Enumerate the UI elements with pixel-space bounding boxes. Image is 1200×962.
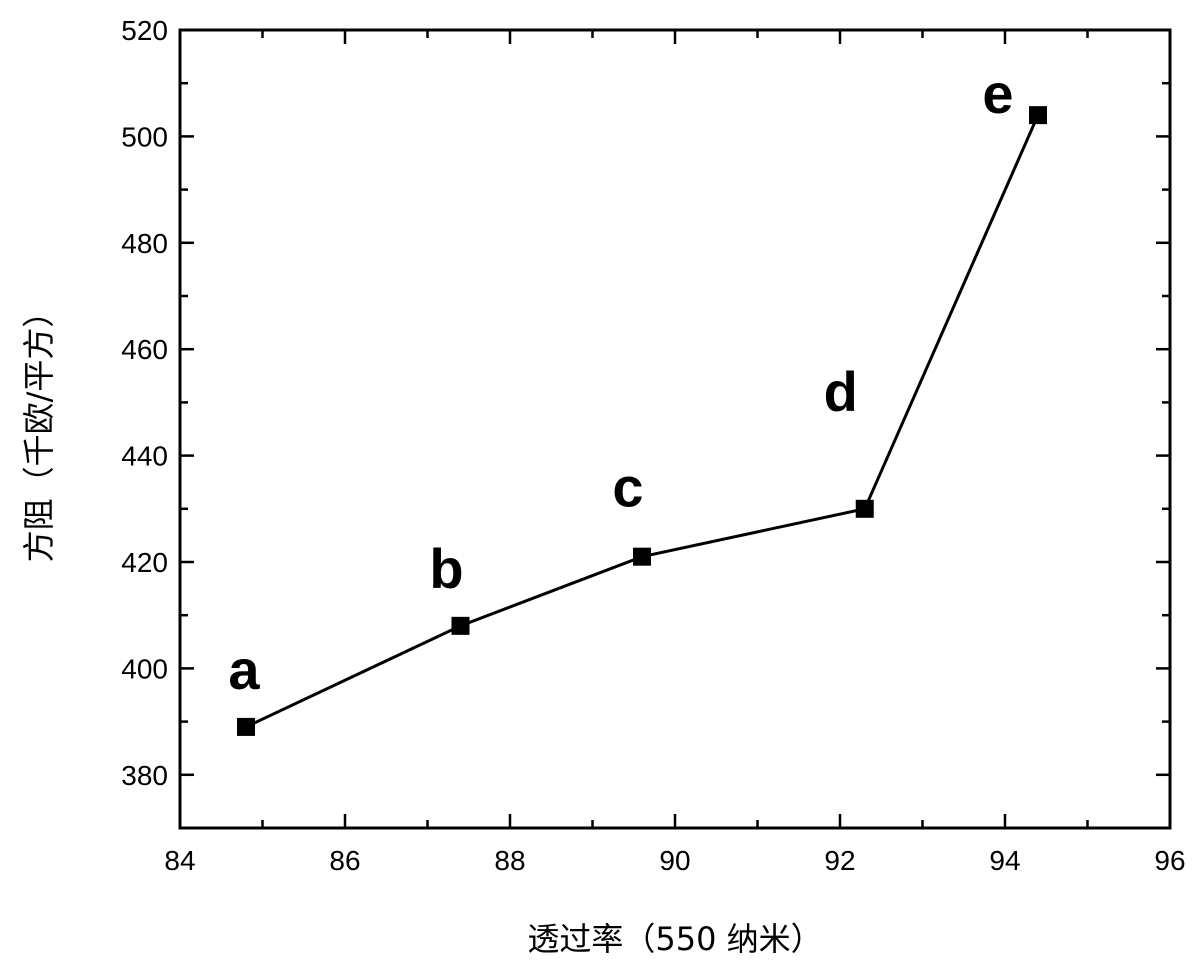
x-tick-label: 94 [989,845,1020,876]
data-point-marker [1029,106,1047,125]
x-axis: 84 86 88 90 92 94 96 [164,30,1186,876]
series-line [245,114,1040,729]
data-series: a b c d e [228,62,1047,736]
data-point-marker [855,499,874,518]
y-tick-label: 480 [121,228,168,259]
data-point-label: a [228,638,260,701]
x-tick-label: 96 [1154,845,1185,876]
data-point-marker [451,616,470,635]
x-tick-label: 84 [164,845,195,876]
data-point-marker [237,717,255,736]
y-tick-label: 380 [121,760,168,791]
data-point-label: d [824,360,858,423]
x-tick-label: 92 [824,845,855,876]
y-axis: 380 400 420 440 460 480 500 520 [121,15,1170,830]
x-tick-label: 88 [494,845,525,876]
data-point-marker [633,547,651,566]
data-point-label: b [429,537,463,600]
y-tick-label: 500 [121,121,168,152]
data-point-label: c [612,456,643,519]
data-point-label: e [982,62,1013,125]
y-tick-label: 440 [121,441,168,472]
y-tick-label: 420 [121,547,168,578]
y-tick-label: 520 [121,15,168,46]
x-axis-title: 透过率（550 纳米） [527,920,822,958]
x-tick-label: 86 [329,845,360,876]
x-tick-label: 90 [659,845,690,876]
y-tick-label: 400 [121,653,168,684]
y-tick-label: 460 [121,334,168,365]
y-axis-title: 方阻（千欧/平方） [20,296,58,563]
